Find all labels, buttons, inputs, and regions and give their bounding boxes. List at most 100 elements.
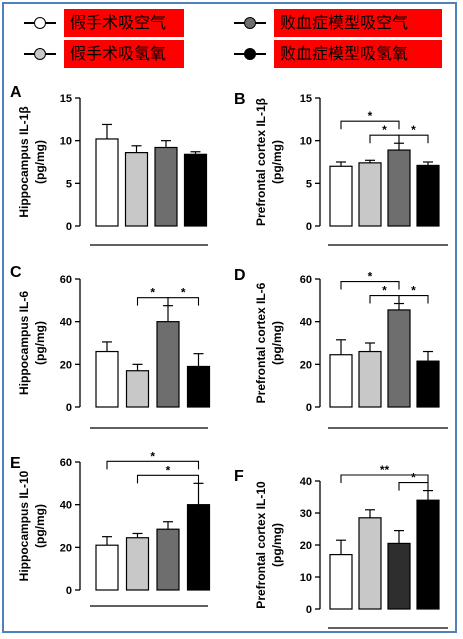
significance-bracket [340,474,429,483]
significance-bracket [136,474,200,484]
legend-marker [34,17,46,29]
bar [156,528,180,591]
panel-letter: E [10,455,21,472]
significance-bracket [398,482,429,491]
y-tick-label: 5 [66,178,72,190]
bar [329,354,353,408]
bar [358,162,382,227]
legend-label: 假手术吸氢氧 [64,40,184,68]
panel-letter: C [10,264,22,281]
significance-label: * [382,284,387,298]
y-axis-label: Prefrontal cortex IL-1β [254,98,268,226]
y-tick-label: 20 [60,542,72,554]
significance-bracket [106,460,200,470]
panel-letter: D [234,267,246,284]
y-axis-unit: (pg/mg) [270,140,284,184]
y-tick-label: 30 [300,508,312,520]
y-tick-label: 15 [60,93,72,105]
bar [358,350,382,408]
panel-b: B Prefrontal cortex IL-1β (pg/mg) 0 5 10 15 * * * [234,91,448,246]
significance-label: * [382,123,387,137]
legend-marker [244,48,256,60]
significance-label: * [150,286,155,300]
bar [125,537,150,591]
legend-marker [244,17,256,29]
bar [416,164,440,227]
significance-label: ** [380,463,390,477]
y-tick-label: 20 [300,540,312,552]
significance-label: * [411,123,416,137]
y-tick-label: 60 [300,274,312,286]
significance-bracket [340,120,400,130]
panel-a: A Hippocampus IL-1β (pg/mg) 0 5 10 15 [10,84,208,246]
y-tick-label: 60 [60,457,72,469]
y-tick-label: 0 [306,604,312,616]
panel-letter: B [234,91,246,108]
y-axis-unit: (pg/mg) [33,321,47,365]
y-tick-label: 5 [306,178,312,190]
y-axis-label: Hippocampus IL-1β [17,106,31,217]
y-axis-unit: (pg/mg) [33,504,47,548]
panel-letter: A [10,84,22,101]
bar [95,138,119,227]
y-tick-label: 15 [300,93,312,105]
panel-f: F Prefrontal cortex IL-10 (pg/mg) 0 10 20 30 40… [234,463,448,629]
y-axis-label: Prefrontal cortex IL-10 [254,481,268,609]
y-tick-label: 10 [300,572,312,584]
bar [416,499,440,610]
y-tick-label: 20 [60,359,72,371]
bar [124,152,149,227]
panel-d: D Prefrontal cortex IL-6 (pg/mg) 0 20 40 60 * * * [234,267,448,429]
y-tick-label: 40 [60,500,72,512]
y-axis-unit: (pg/mg) [270,321,284,365]
legend: 假手术吸空气 假手术吸氢氧 败血症模型吸空气 败血症模型吸氢氧 [0,0,463,72]
bar [329,165,353,227]
significance-label: * [411,471,416,485]
bar [329,553,353,610]
y-tick-label: 0 [66,221,72,233]
y-tick-label: 60 [60,274,72,286]
bar [186,365,211,408]
significance-label: * [181,286,186,300]
y-tick-label: 0 [306,221,312,233]
bar [387,309,411,408]
legend-label: 败血症模型吸氢氧 [274,40,442,68]
bar [387,542,411,610]
bar [156,321,180,408]
bar [125,370,150,408]
significance-bracket [398,134,429,144]
y-tick-label: 0 [66,585,72,597]
y-tick-label: 10 [300,136,312,148]
bar [416,360,440,408]
y-tick-label: 40 [300,317,312,329]
y-tick-label: 20 [300,359,312,371]
y-axis-unit: (pg/mg) [270,523,284,567]
panel-letter: F [234,468,244,485]
y-axis-label: Prefrontal cortex IL-6 [254,282,268,403]
significance-bracket [340,280,400,290]
y-axis-label: Hippocampus IL-10 [17,470,31,581]
bar [358,517,382,610]
bar [183,153,208,227]
y-tick-label: 0 [66,402,72,414]
y-tick-label: 40 [300,476,312,488]
significance-bracket [167,297,200,306]
significance-label: * [368,270,373,284]
bar [95,544,119,591]
legend-label: 假手术吸空气 [64,9,184,37]
bar [154,146,178,227]
significance-label: * [166,463,171,477]
significance-label: * [411,284,416,298]
bar [387,149,411,227]
panel-c: C Hippocampus IL-6 (pg/mg) 0 20 40 60 * * [10,264,211,429]
significance-label: * [368,109,373,123]
y-axis-unit: (pg/mg) [33,140,47,184]
significance-bracket [398,294,429,304]
y-tick-label: 0 [306,402,312,414]
y-axis-label: Hippocampus IL-6 [17,291,31,395]
bar [186,504,211,591]
legend-marker [34,48,46,60]
y-tick-label: 40 [60,317,72,329]
